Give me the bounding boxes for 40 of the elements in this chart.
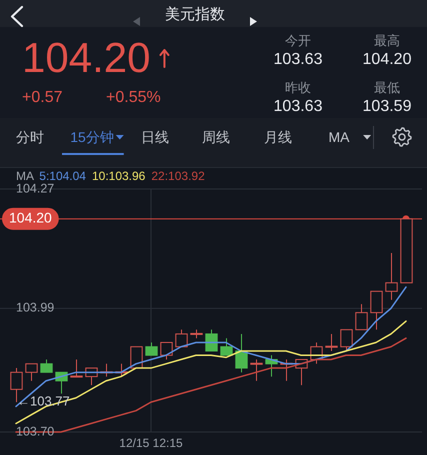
candlestick xyxy=(40,359,53,373)
legend-title: MA xyxy=(16,169,34,183)
text: 5:104.04 xyxy=(39,169,86,183)
candlestick xyxy=(145,342,158,356)
candlestick xyxy=(385,252,398,300)
text: 最低 xyxy=(374,80,400,95)
text: 月线 xyxy=(264,129,292,145)
text: +0.57 xyxy=(22,89,63,106)
text: +0.55% xyxy=(106,89,161,106)
text: 104.20 xyxy=(22,34,150,81)
text: 分时 xyxy=(16,129,44,145)
candlestick xyxy=(25,363,38,382)
text: 103.63 xyxy=(274,51,323,68)
text: 美元指数 xyxy=(165,6,225,23)
text: 103.59 xyxy=(362,98,412,115)
text: 22:103.92 xyxy=(151,169,206,183)
line-series xyxy=(15,286,407,408)
ref-line-label: 104.20 xyxy=(9,210,52,226)
text: MA xyxy=(328,129,350,145)
candlestick xyxy=(250,359,263,382)
text: 昨收 xyxy=(285,80,311,95)
text: 最高 xyxy=(374,33,400,48)
candlestick xyxy=(370,290,383,330)
y-tick-label: 103.99 xyxy=(16,300,54,315)
candlestick xyxy=(160,342,173,360)
text: 103.63 xyxy=(274,98,323,115)
y-tick-label: 104.27 xyxy=(16,181,54,196)
candlestick xyxy=(325,333,338,352)
text: 15分钟 xyxy=(70,129,114,145)
text: 周线 xyxy=(202,129,230,145)
candlestick xyxy=(70,359,83,378)
candlestick xyxy=(340,329,353,352)
x-tick-label: 12/15 12:15 xyxy=(119,436,184,450)
candlestick xyxy=(355,304,368,330)
text: 今开 xyxy=(285,33,311,48)
text: 104.20 xyxy=(362,51,412,68)
candlestick xyxy=(220,338,233,356)
line-series xyxy=(15,320,407,424)
text: 10:103.96 xyxy=(92,169,146,183)
text: 日线 xyxy=(141,129,169,145)
